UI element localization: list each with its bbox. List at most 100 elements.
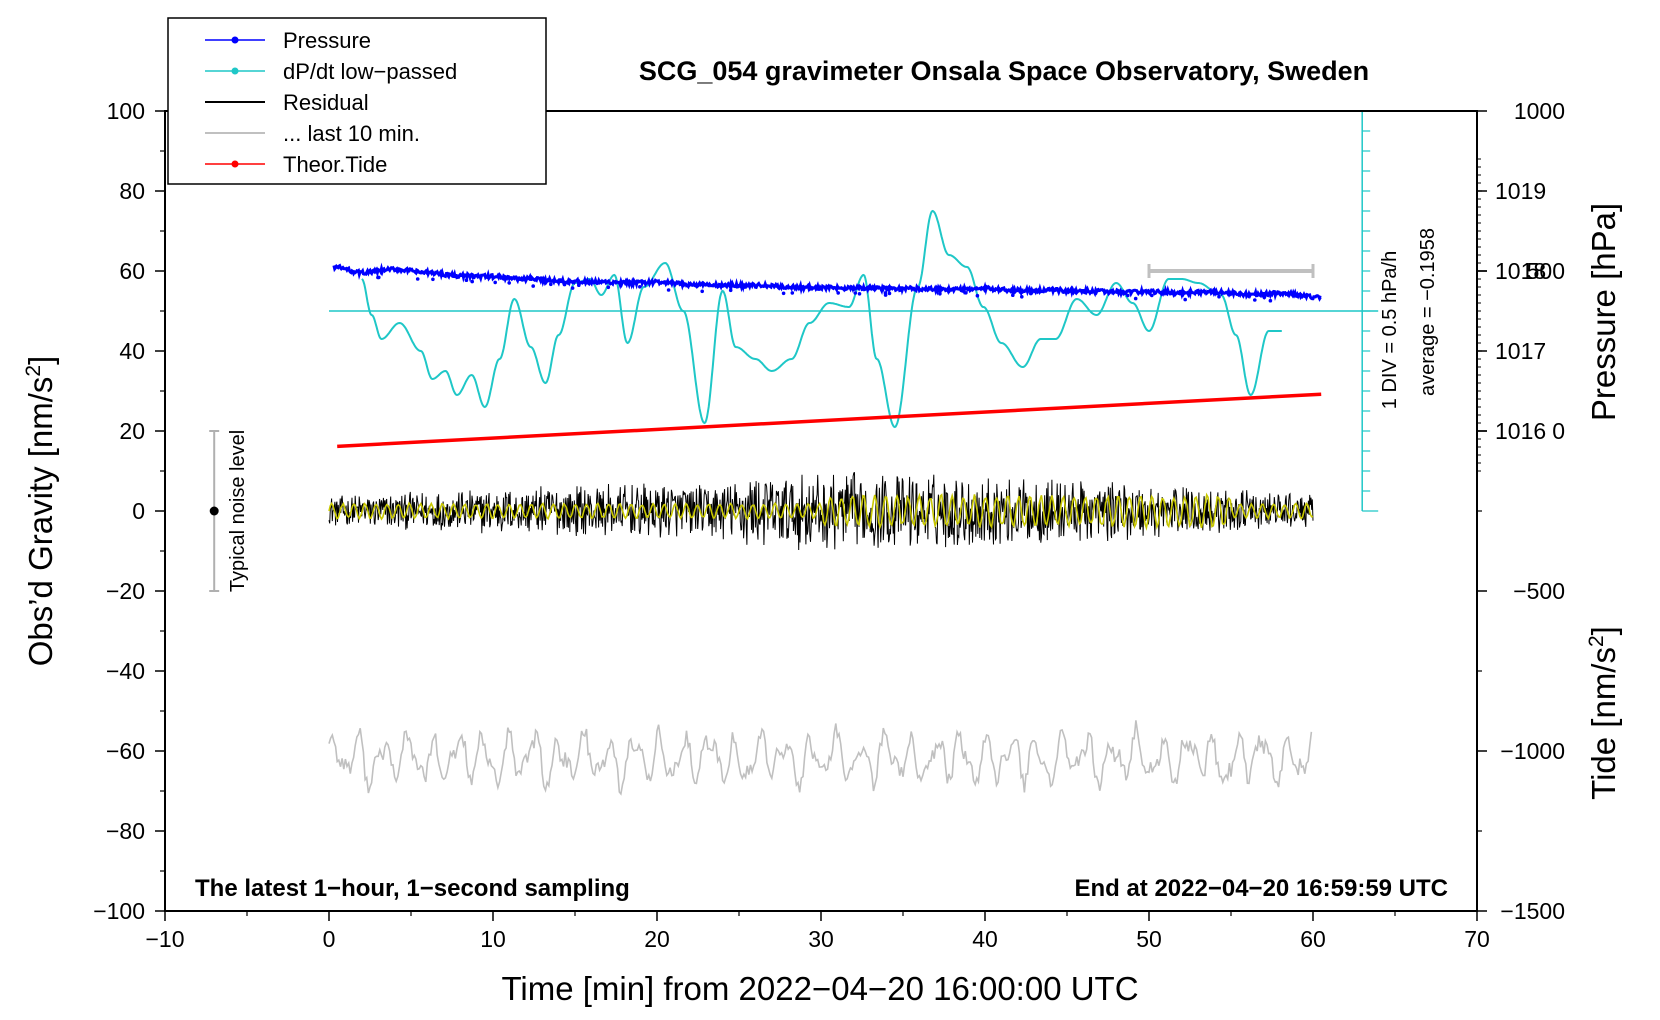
tide-tick-label: −500 (1513, 578, 1565, 604)
tide-axis-title: Tide [nm/s2] (1585, 626, 1622, 800)
pressure-point (1126, 293, 1130, 298)
x-tick-label: 30 (808, 926, 834, 952)
pressure-point (1011, 293, 1015, 298)
x-tick-label: 10 (480, 926, 506, 952)
pressure-point (577, 283, 581, 288)
pressure-tick-label: 1019 (1495, 178, 1546, 204)
legend-label: Theor.Tide (283, 152, 387, 177)
pressure-point (531, 284, 535, 288)
pressure-point (883, 293, 888, 297)
pressure-tick-label: 1018 (1495, 258, 1546, 284)
y-tick-label: −20 (106, 578, 145, 604)
tide-axis-title-sup: 2 (1585, 635, 1608, 647)
pressure-point (570, 286, 575, 290)
pressure-point (938, 292, 942, 296)
y-tick-label: 0 (132, 498, 145, 524)
pressure-point (1217, 294, 1221, 299)
y-tick-label: −80 (106, 818, 145, 844)
x-tick-label: −10 (145, 926, 184, 952)
x-tick-label: 70 (1464, 926, 1490, 952)
pressure-line (332, 262, 1322, 302)
pressure-point (853, 291, 858, 295)
x-tick-label: 50 (1136, 926, 1162, 952)
pressure-point (562, 282, 567, 287)
tide-tick-label: 1000 (1514, 98, 1565, 124)
dpdt-division-label: 1 DIV = 0.5 hPa/h (1379, 251, 1401, 409)
pressure-point (415, 277, 420, 281)
y-tick-label: 20 (119, 418, 145, 444)
y-tick-label: 60 (119, 258, 145, 284)
pressure-point (964, 291, 968, 295)
pressure-point (638, 285, 642, 289)
legend-label: dP/dt low−passed (283, 59, 457, 84)
tide-axis-title-main: Tide [nm/s (1585, 647, 1622, 800)
pressure-point (728, 288, 733, 293)
pressure-point (1133, 296, 1138, 301)
plot-data-layer (209, 110, 1379, 796)
y-axis-title-end: ] (22, 356, 59, 365)
pressure-point (666, 288, 671, 292)
legend-label: Residual (283, 90, 369, 115)
legend: Pressure dP/dt low−passed Residual ... last… (167, 17, 547, 185)
x-tick-label: 40 (972, 926, 998, 952)
pressure-point (376, 275, 380, 280)
pressure-point (1029, 291, 1033, 296)
pressure-point (700, 289, 704, 294)
y-axis-title-main: Obs’d Gravity [nm/s (22, 377, 59, 667)
tide-tick-label: −1500 (1500, 898, 1565, 924)
tide-tick-label: −1000 (1500, 738, 1565, 764)
end-time-note: End at 2022−04−20 16:59:59 UTC (1074, 875, 1448, 902)
pressure-tick-label: 1016 (1495, 418, 1546, 444)
pressure-point (887, 291, 892, 296)
tide-tick-label: 500 (1527, 258, 1565, 284)
legend-swatch-dot (231, 67, 239, 75)
sampling-note: The latest 1−hour, 1−second sampling (195, 875, 630, 902)
legend-label: ... last 10 min. (283, 121, 420, 146)
x-axis-title: Time [min] from 2022−04−20 16:00:00 UTC (501, 970, 1138, 1007)
legend-entries: Pressure dP/dt low−passed Residual ... last… (205, 28, 457, 177)
dpdt-average-label: average = −0.1958 (1417, 228, 1439, 396)
dpdt-line (361, 209, 1282, 429)
y-tick-label: −100 (93, 898, 145, 924)
lowpass-residual-line (328, 492, 1314, 531)
x-tick-label: 0 (323, 926, 336, 952)
x-tick-label: 20 (644, 926, 670, 952)
pressure-point (1150, 293, 1154, 298)
legend-swatch-dot (231, 36, 239, 44)
axis-ticks: −10 0 10 20 30 40 50 60 70100806040200−20−40−60−… (93, 98, 1565, 952)
legend-label: Pressure (283, 28, 371, 53)
pressure-axis-title: Pressure [hPa] (1585, 203, 1622, 421)
pressure-point (836, 291, 840, 295)
y-axis-title: Obs’d Gravity [nm/s2] (22, 356, 59, 667)
pressure-tick-label: 1017 (1495, 338, 1546, 364)
theor-tide-line (337, 392, 1322, 449)
pressure-point (493, 280, 498, 285)
pressure-point (549, 282, 553, 287)
pressure-point (464, 278, 469, 283)
y-tick-label: −60 (106, 738, 145, 764)
legend-swatch-dot (231, 160, 239, 168)
pressure-point (1020, 295, 1024, 299)
y-axis-title-sup: 2 (22, 365, 45, 377)
pressure-point (1183, 297, 1187, 302)
y-tick-label: −40 (106, 658, 145, 684)
noise-level-dot (209, 506, 219, 516)
pressure-point (1262, 295, 1267, 300)
pressure-point (790, 291, 795, 295)
pressure-point (781, 291, 786, 296)
y-tick-label: 100 (107, 98, 145, 124)
pressure-point (606, 285, 611, 290)
tide-axis-title-end: ] (1585, 626, 1622, 635)
y-tick-label: 40 (119, 338, 145, 364)
noise-level-label: Typical noise level (227, 430, 249, 592)
pressure-point (1253, 298, 1257, 302)
pressure-point (431, 277, 435, 282)
pressure-point (857, 292, 862, 296)
pressure-point (470, 279, 475, 284)
residual-line (328, 472, 1314, 551)
pressure-point (507, 281, 512, 285)
chart-title: SCG_054 gravimeter Onsala Space Observat… (639, 56, 1369, 86)
tide-tick-label: 0 (1552, 418, 1565, 444)
last-10-min-line (328, 720, 1313, 796)
